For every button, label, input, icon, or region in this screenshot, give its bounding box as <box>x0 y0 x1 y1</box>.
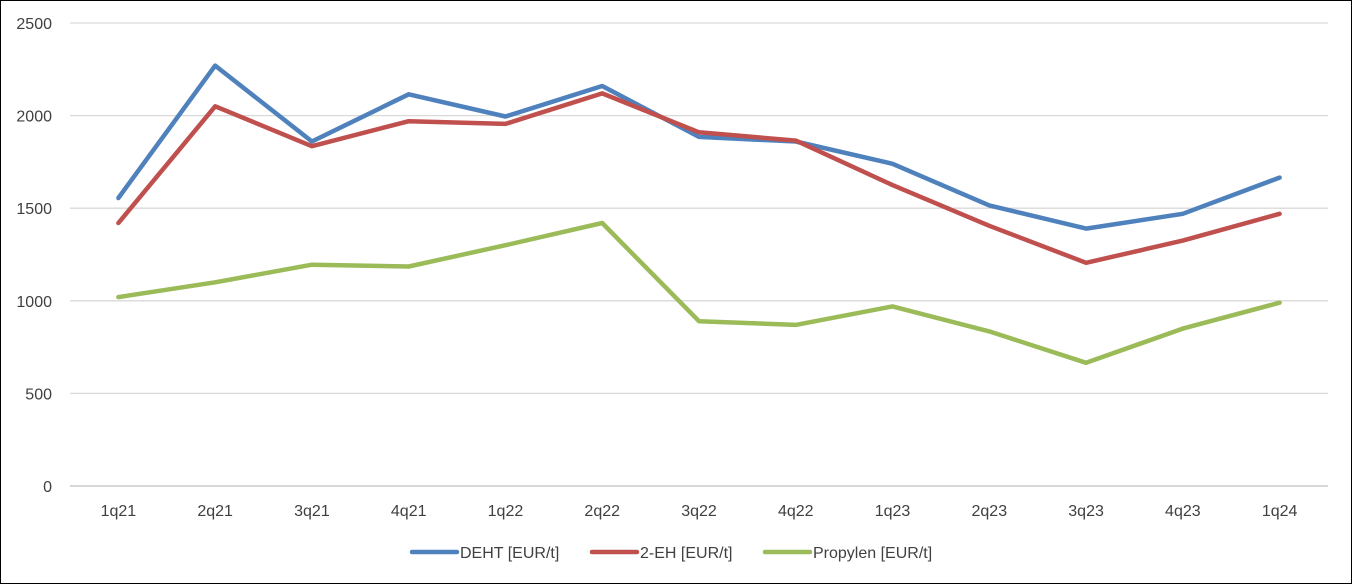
data-point <box>408 266 409 267</box>
y-tick-label: 500 <box>25 386 52 403</box>
x-tick-label: 3q23 <box>1068 503 1104 520</box>
data-point <box>1279 302 1280 303</box>
data-point <box>311 141 312 142</box>
gridlines <box>70 22 1328 487</box>
data-point <box>215 282 216 283</box>
legend-label-0: DEHT [EUR/t] <box>460 545 559 562</box>
data-point <box>602 93 603 94</box>
data-point <box>602 223 603 224</box>
x-tick-label: 2q22 <box>584 503 620 520</box>
series-line-0 <box>116 63 1282 231</box>
data-point <box>505 123 506 124</box>
y-tick-label: 2500 <box>16 16 52 33</box>
data-point <box>989 205 990 206</box>
x-axis-tick-labels: 1q21 2q21 3q21 4q21 1q22 2q22 3q22 4q22 1q23 2q23… <box>101 503 1298 520</box>
x-tick-label: 4q22 <box>778 503 814 520</box>
data-point <box>311 264 312 265</box>
y-axis-tick-labels: 0 500 1000 1500 2000 2500 <box>16 16 52 496</box>
data-point <box>892 163 893 164</box>
data-point <box>505 245 506 246</box>
data-point <box>1182 328 1183 329</box>
data-point <box>1279 177 1280 178</box>
data-point <box>892 185 893 186</box>
y-tick-label: 2000 <box>16 109 52 126</box>
data-point <box>699 321 700 322</box>
data-point <box>795 140 796 141</box>
legend-label-2: Propylen [EUR/t] <box>813 545 932 562</box>
y-tick-label: 1500 <box>16 201 52 218</box>
x-tick-label: 2q23 <box>972 503 1008 520</box>
data-point <box>505 116 506 117</box>
x-tick-label: 1q22 <box>488 503 524 520</box>
data-point <box>118 297 119 298</box>
data-point <box>1182 213 1183 214</box>
data-point <box>699 132 700 133</box>
data-point <box>408 94 409 95</box>
data-point <box>989 225 990 226</box>
data-point <box>1182 240 1183 241</box>
legend-label-1: 2-EH [EUR/t] <box>640 545 732 562</box>
data-point <box>602 85 603 86</box>
series-lines <box>116 63 1282 366</box>
y-tick-label: 0 <box>43 479 52 496</box>
data-point <box>989 331 990 332</box>
series-line-2 <box>116 220 1282 366</box>
data-point <box>1086 362 1087 363</box>
data-point <box>311 146 312 147</box>
x-tick-label: 1q23 <box>875 503 911 520</box>
x-tick-label: 4q23 <box>1165 503 1201 520</box>
x-tick-label: 3q22 <box>681 503 717 520</box>
x-tick-label: 1q24 <box>1262 503 1298 520</box>
data-point <box>215 106 216 107</box>
x-tick-label: 2q21 <box>197 503 233 520</box>
x-tick-label: 1q21 <box>101 503 137 520</box>
y-tick-label: 1000 <box>16 294 52 311</box>
data-point <box>118 198 119 199</box>
legend: DEHT [EUR/t] 2-EH [EUR/t] Propylen [EUR/t] <box>409 545 932 562</box>
data-point <box>699 136 700 137</box>
data-point <box>118 223 119 224</box>
series-line-1 <box>116 91 1282 266</box>
x-tick-label: 3q21 <box>294 503 330 520</box>
data-point <box>215 65 216 66</box>
data-point <box>1279 213 1280 214</box>
x-tick-label: 4q21 <box>391 503 427 520</box>
data-point <box>1086 228 1087 229</box>
data-point <box>1086 262 1087 263</box>
data-point <box>408 121 409 122</box>
data-point <box>795 324 796 325</box>
data-point <box>892 306 893 307</box>
